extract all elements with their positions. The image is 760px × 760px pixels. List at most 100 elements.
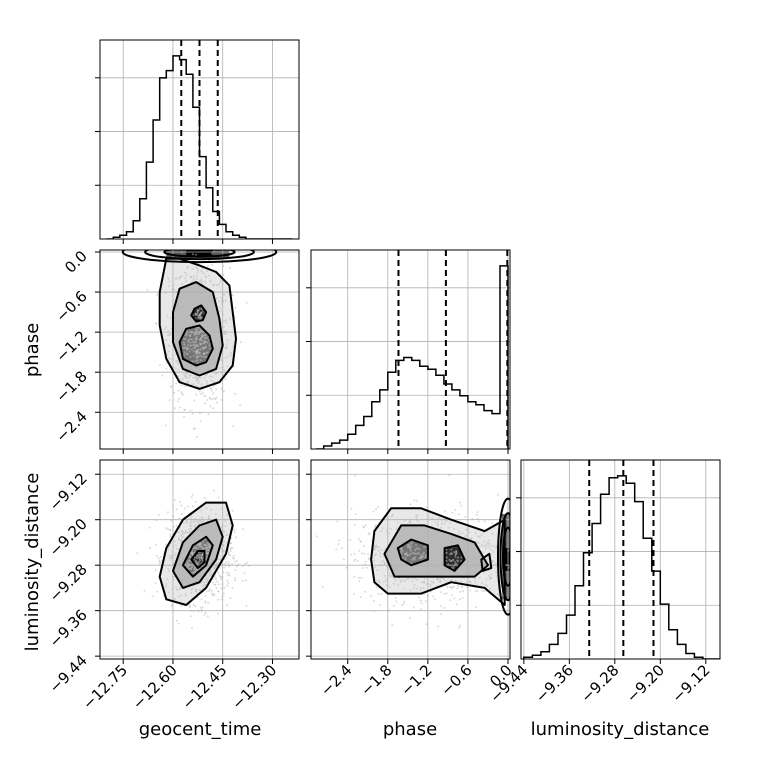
- scatter-point: [219, 280, 222, 283]
- scatter-point: [180, 558, 183, 561]
- scatter-point: [191, 549, 194, 552]
- scatter-point: [188, 298, 191, 301]
- scatter-point: [418, 568, 421, 571]
- scatter-point: [167, 285, 170, 288]
- scatter-point: [517, 570, 519, 572]
- scatter-point: [452, 551, 455, 554]
- scatter-point: [231, 587, 234, 590]
- scatter-point: [383, 575, 386, 577]
- scatter-point: [173, 498, 176, 501]
- scatter-point: [198, 286, 201, 289]
- scatter-point: [202, 572, 204, 575]
- scatter-point: [157, 514, 160, 516]
- scatter-point: [423, 546, 426, 549]
- scatter-point: [190, 540, 193, 543]
- x-tick-label: −12.45: [179, 661, 231, 713]
- scatter-point: [335, 548, 338, 551]
- scatter-point: [206, 318, 209, 321]
- scatter-point: [185, 546, 188, 549]
- scatter-point: [212, 594, 215, 597]
- scatter-point: [438, 566, 441, 569]
- scatter-point: [205, 276, 207, 278]
- scatter-point: [443, 593, 446, 595]
- scatter-point: [207, 339, 210, 342]
- scatter-point: [183, 351, 186, 354]
- scatter-point: [207, 577, 210, 580]
- scatter-point: [472, 568, 475, 571]
- scatter-point: [191, 318, 194, 321]
- scatter-point: [350, 553, 353, 556]
- scatter-point: [390, 558, 393, 561]
- scatter-point: [209, 375, 211, 378]
- scatter-point: [480, 543, 483, 546]
- scatter-point: [468, 560, 471, 563]
- scatter-point: [423, 570, 426, 573]
- scatter-point: [451, 586, 454, 589]
- scatter-point: [475, 565, 478, 568]
- scatter-point: [185, 274, 188, 276]
- scatter-point: [187, 567, 190, 570]
- scatter-point: [201, 267, 204, 270]
- scatter-point: [225, 347, 228, 350]
- y-tick-label: −1.8: [52, 367, 90, 405]
- scatter-point: [416, 552, 419, 555]
- scatter-point: [185, 575, 188, 578]
- scatter-point: [231, 509, 234, 512]
- scatter-point: [170, 385, 173, 388]
- scatter-point: [385, 577, 388, 580]
- y-tick-label: −1.2: [52, 327, 90, 365]
- scatter-point: [360, 576, 363, 579]
- scatter-point: [195, 356, 198, 359]
- scatter-point: [441, 551, 444, 553]
- scatter-point: [223, 586, 226, 589]
- scatter-point: [200, 581, 203, 584]
- scatter-point: [437, 535, 440, 538]
- scatter-point: [175, 382, 178, 385]
- contours-luminosity-distance-vs-geocent-time: [158, 501, 234, 606]
- scatter-point: [470, 573, 473, 576]
- scatter-point: [227, 551, 230, 554]
- scatter-point: [204, 395, 207, 398]
- scatter-point: [398, 558, 401, 561]
- scatter-point: [212, 557, 215, 560]
- scatter-point: [429, 536, 432, 539]
- scatter-point: [175, 508, 178, 511]
- scatter-point: [429, 584, 432, 587]
- scatter-point: [186, 522, 189, 525]
- scatter-point: [214, 566, 217, 569]
- scatter-point: [454, 560, 456, 563]
- scatter-point: [218, 535, 221, 538]
- scatter-point: [403, 563, 406, 565]
- scatter-point: [179, 330, 182, 333]
- scatter-point: [411, 570, 414, 572]
- scatter-point: [212, 355, 215, 358]
- scatter-point: [239, 341, 242, 344]
- scatter-point: [388, 572, 391, 574]
- scatter-point: [201, 271, 204, 274]
- scatter-point: [182, 363, 185, 366]
- scatter-point: [199, 606, 202, 609]
- scatter-point: [359, 596, 362, 598]
- scatter-point: [167, 511, 169, 514]
- scatter-point: [385, 529, 388, 532]
- scatter-point: [374, 524, 377, 527]
- scatter-point: [391, 574, 393, 577]
- scatter-point: [199, 393, 202, 396]
- scatter-point: [376, 580, 378, 583]
- scatter-point: [224, 525, 227, 528]
- scatter-point: [233, 557, 236, 560]
- scatter-point: [384, 547, 387, 550]
- scatter-point: [215, 396, 218, 399]
- scatter-point: [397, 568, 400, 571]
- scatter-point: [543, 574, 545, 576]
- scatter-point: [213, 550, 216, 553]
- scatter-point: [194, 367, 197, 370]
- scatter-point: [234, 569, 237, 572]
- scatter-point: [436, 558, 439, 560]
- scatter-point: [202, 353, 205, 356]
- scatter-point: [453, 528, 455, 530]
- scatter-point: [174, 341, 177, 344]
- scatter-point: [196, 297, 199, 300]
- scatter-point: [184, 337, 187, 340]
- scatter-point: [487, 539, 490, 542]
